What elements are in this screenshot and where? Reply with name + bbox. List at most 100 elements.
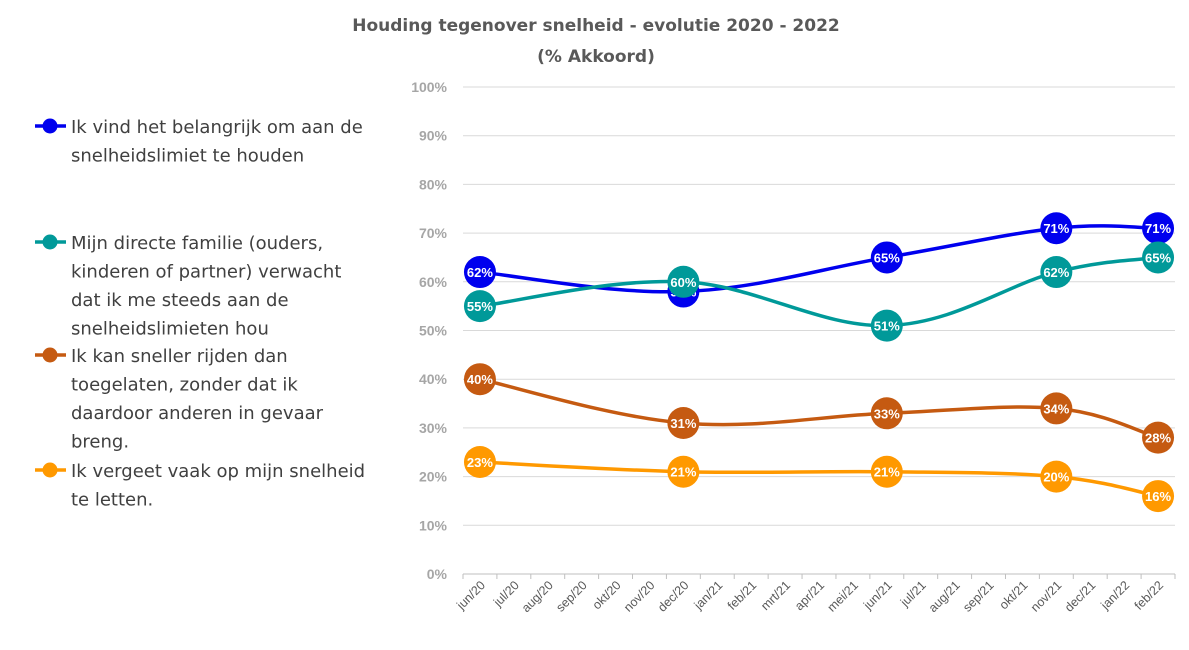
data-point-marker	[1142, 212, 1175, 245]
data-point-marker	[870, 397, 903, 430]
data-point-marker	[463, 363, 496, 396]
data-point-marker	[1040, 256, 1073, 289]
x-tick-label: jun/20	[453, 578, 488, 613]
legend-entry: Ik kan sneller rijden dan toegelaten, zon…	[35, 346, 324, 453]
x-tick-label: okt/20	[590, 578, 624, 612]
data-point-marker	[1040, 212, 1073, 245]
legend-marker-swatch	[42, 347, 58, 363]
data-label: 40%	[467, 372, 493, 387]
legend-label: Ik vind het belangrijk om aan de	[71, 117, 363, 138]
data-label: 23%	[467, 455, 493, 470]
x-tick-label: dec/21	[1062, 578, 1098, 614]
data-label: 28%	[1145, 431, 1171, 446]
data-point-marker	[667, 265, 700, 298]
data-point-marker	[1040, 392, 1073, 425]
data-label: 62%	[467, 265, 493, 280]
data-point-marker	[667, 455, 700, 488]
data-label: 60%	[670, 275, 696, 290]
data-label: 33%	[874, 406, 900, 421]
data-point-marker	[1142, 421, 1175, 454]
x-tick-label: sep/20	[553, 578, 589, 614]
gridlines	[463, 86, 1175, 575]
data-label: 55%	[467, 299, 493, 314]
legend-label: snelheidslimieten hou	[71, 319, 269, 340]
x-tick-label: jul/20	[490, 578, 522, 610]
data-point-marker	[463, 290, 496, 323]
data-label: 16%	[1145, 489, 1171, 504]
legend-label: snelheidslimiet te houden	[71, 146, 304, 167]
data-label: 65%	[1145, 250, 1171, 265]
legend-label: dat ik me steeds aan de	[71, 290, 289, 311]
legend-marker-swatch	[42, 118, 58, 134]
data-label: 71%	[1145, 221, 1171, 236]
data-label: 34%	[1043, 401, 1069, 416]
series-line	[478, 460, 1160, 498]
data-label: 62%	[1043, 265, 1069, 280]
y-tick-label: 50%	[419, 323, 448, 339]
x-tick-label: feb/22	[1132, 578, 1167, 613]
legend: Ik vind het belangrijk om aan de snelheid…	[35, 117, 365, 511]
data-point-marker	[667, 407, 700, 440]
legend-label: Ik kan sneller rijden dan	[71, 346, 288, 367]
data-point-marker	[463, 445, 496, 478]
data-point-marker	[1142, 241, 1175, 274]
x-tick-label: nov/20	[621, 578, 657, 614]
x-tick-label: aug/20	[519, 578, 556, 615]
legend-entry: Ik vergeet vaak op mijn snelheid te lette…	[35, 461, 365, 511]
data-label: 71%	[1043, 221, 1069, 236]
x-tick-label: jan/22	[1098, 578, 1133, 613]
y-tick-label: 80%	[419, 176, 448, 192]
x-tick-label: mrt/21	[758, 578, 793, 613]
x-tick-label: sep/21	[960, 578, 996, 614]
data-point-marker	[870, 455, 903, 488]
legend-label: Mijn directe familie (ouders,	[71, 233, 323, 254]
x-tick-label: jul/21	[897, 578, 929, 610]
data-point-marker	[870, 309, 903, 342]
x-tick-label: feb/21	[725, 578, 760, 613]
y-tick-label: 40%	[419, 371, 448, 387]
y-tick-label: 60%	[419, 274, 448, 290]
y-tick-label: 100%	[411, 79, 447, 95]
chart-title: Houding tegenover snelheid - evolutie 20…	[352, 16, 840, 36]
x-tick-label: dec/20	[655, 578, 691, 614]
legend-entry: Ik vind het belangrijk om aan de snelheid…	[35, 117, 363, 167]
x-tick-label: jun/21	[860, 578, 895, 613]
y-tick-label: 30%	[419, 420, 448, 436]
x-tick-label: mei/21	[825, 578, 861, 614]
data-label: 21%	[874, 465, 900, 480]
data-label: 65%	[874, 250, 900, 265]
data-label: 31%	[670, 416, 696, 431]
series-line	[478, 377, 1160, 440]
legend-marker-swatch	[42, 462, 58, 478]
x-tick-label: apr/21	[792, 578, 827, 613]
x-tick-label: nov/21	[1028, 578, 1064, 614]
legend-label: kinderen of partner) verwacht	[71, 262, 341, 283]
data-label: 21%	[670, 465, 696, 480]
y-tick-label: 70%	[419, 225, 448, 241]
y-tick-label: 20%	[419, 469, 448, 485]
legend-label: Ik vergeet vaak op mijn snelheid	[71, 461, 365, 482]
x-tick-label: jan/21	[691, 578, 726, 613]
data-point-marker	[1040, 460, 1073, 493]
y-tick-label: 90%	[419, 128, 448, 144]
data-label: 20%	[1043, 470, 1069, 485]
legend-label: toegelaten, zonder dat ik	[71, 375, 298, 396]
chart-subtitle: (% Akkoord)	[537, 47, 655, 67]
legend-marker-swatch	[42, 234, 58, 250]
data-point-marker	[463, 256, 496, 289]
data-label: 51%	[874, 319, 900, 334]
legend-label: te letten.	[71, 490, 153, 511]
data-point-marker	[870, 241, 903, 274]
x-tick-label: okt/21	[997, 578, 1031, 612]
series-group: 62%58%65%71%71%55%60%51%62%65%40%31%33%3…	[463, 212, 1175, 513]
legend-label: daardoor anderen in gevaar	[71, 403, 324, 424]
series-line	[478, 255, 1160, 328]
y-axis: 0% 10% 20% 30% 40% 50% 60% 70% 80% 90% 100%	[411, 79, 447, 582]
y-tick-label: 0%	[427, 566, 448, 582]
legend-entry: Mijn directe familie (ouders, kinderen of…	[35, 233, 341, 340]
y-tick-label: 10%	[419, 517, 448, 533]
legend-label: breng.	[71, 432, 129, 453]
data-point-marker	[1142, 480, 1175, 513]
